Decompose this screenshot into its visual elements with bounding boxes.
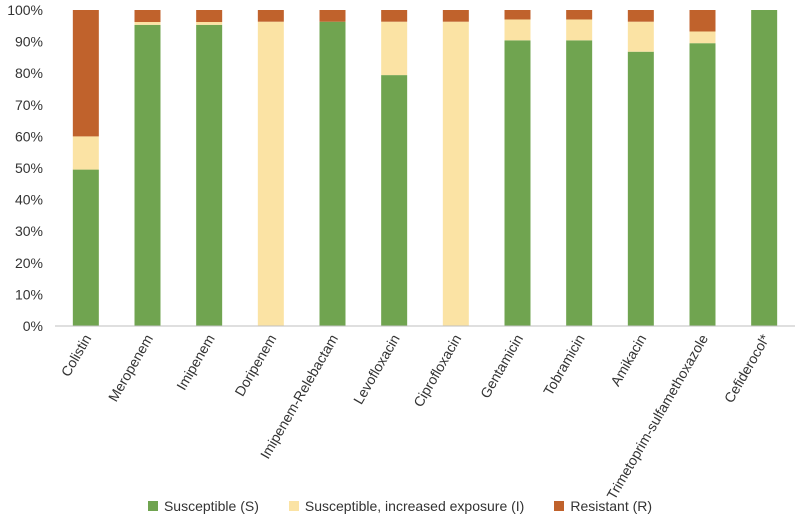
x-tick-label-amikacin: Amikacin <box>607 332 649 389</box>
legend-label-susceptible: Susceptible (S) <box>163 498 259 514</box>
bar-ciprofloxacin-resistant <box>442 10 469 22</box>
bar-amikacin-susceptible <box>627 51 654 326</box>
x-tick-label-cefiderocol: Cefiderocol* <box>721 331 773 406</box>
bar-trimetoprim-sulfamethoxazole-susceptible <box>689 43 716 327</box>
y-tick-label: 0% <box>23 318 43 334</box>
bar-imipenem-resistant <box>196 10 223 23</box>
bar-meropenem-susceptible <box>134 24 161 327</box>
bar-imipenem-increased-exposure <box>196 22 223 25</box>
legend-item-susceptible: Susceptible (S) <box>147 498 259 514</box>
y-axis: 0% 10% 20% 30% 40% 50% 60% 70% 80% 90% 100% <box>7 2 43 334</box>
bar-trimetoprim-sulfamethoxazole-resistant <box>689 10 716 32</box>
bar-imipenem-relebactam-susceptible <box>319 21 346 327</box>
legend-swatch-resistant <box>554 501 565 511</box>
bar-colistin-resistant <box>72 10 99 137</box>
bar-tobramicin-increased-exposure <box>566 19 593 41</box>
bar-doripenem-increased-exposure <box>257 21 284 327</box>
bar-levofloxacin-susceptible <box>381 75 408 326</box>
x-tick-label-gentamicin: Gentamicin <box>477 332 526 401</box>
bar-amikacin-increased-exposure <box>627 21 654 52</box>
bars <box>72 10 778 327</box>
bar-imipenem-relebactam-resistant <box>319 10 346 22</box>
y-tick-label: 10% <box>15 286 43 302</box>
x-tick-label-colistin: Colistin <box>58 332 95 380</box>
bar-gentamicin-increased-exposure <box>504 19 531 41</box>
bar-tobramicin-susceptible <box>566 40 593 326</box>
bar-trimetoprim-sulfamethoxazole-increased-exposure <box>689 31 716 44</box>
bar-amikacin-resistant <box>627 10 654 22</box>
x-axis-labels: Colistin Meropenem Imipenem DoripenemImipen… <box>58 331 773 502</box>
x-tick-label-doripenem: Doripenem <box>231 332 279 399</box>
bar-colistin-increased-exposure <box>72 136 99 170</box>
x-tick-label-ciprofloxacin: Ciprofloxacin <box>410 332 464 410</box>
y-tick-label: 20% <box>15 255 43 271</box>
bar-cefiderocol-susceptible <box>751 10 778 326</box>
bar-levofloxacin-increased-exposure <box>381 21 408 76</box>
bar-tobramicin-resistant <box>566 10 593 20</box>
y-tick-label: 60% <box>15 128 43 144</box>
bar-imipenem-susceptible <box>196 24 223 327</box>
bar-ciprofloxacin-increased-exposure <box>442 21 469 327</box>
bar-meropenem-resistant <box>134 10 161 23</box>
legend-label-resistant: Resistant (R) <box>570 498 653 514</box>
legend: Susceptible (S) Susceptible, increased e… <box>0 494 800 518</box>
bar-gentamicin-susceptible <box>504 40 531 326</box>
x-tick-label-meropenem: Meropenem <box>105 332 156 405</box>
bar-gentamicin-resistant <box>504 10 531 20</box>
y-tick-label: 70% <box>15 97 43 113</box>
y-tick-label: 100% <box>7 2 43 18</box>
y-tick-label: 30% <box>15 223 43 239</box>
x-tick-label-imipenem: Imipenem <box>173 332 218 393</box>
x-tick-label-trimetoprim-sulfamethoxazole: Trimetoprim-sulfamethoxazole <box>603 331 711 502</box>
y-tick-label: 40% <box>15 192 43 208</box>
x-tick-label-levofloxacin: Levofloxacin <box>350 332 403 407</box>
legend-label-increased-exposure: Susceptible, increased exposure (I) <box>304 498 525 514</box>
y-tick-label: 50% <box>15 160 43 176</box>
bar-levofloxacin-resistant <box>381 10 408 22</box>
bar-doripenem-resistant <box>257 10 284 22</box>
y-tick-label: 80% <box>15 65 43 81</box>
y-tick-label: 90% <box>15 34 43 50</box>
bar-colistin-susceptible <box>72 169 99 326</box>
x-tick-label-tobramicin: Tobramicin <box>540 332 588 399</box>
legend-item-resistant: Resistant (R) <box>554 498 652 514</box>
bar-meropenem-increased-exposure <box>134 22 161 25</box>
legend-item-increased-exposure: Susceptible, increased exposure (I) <box>288 498 525 514</box>
legend-swatch-increased-exposure <box>288 501 299 511</box>
legend-swatch-susceptible <box>147 501 158 511</box>
